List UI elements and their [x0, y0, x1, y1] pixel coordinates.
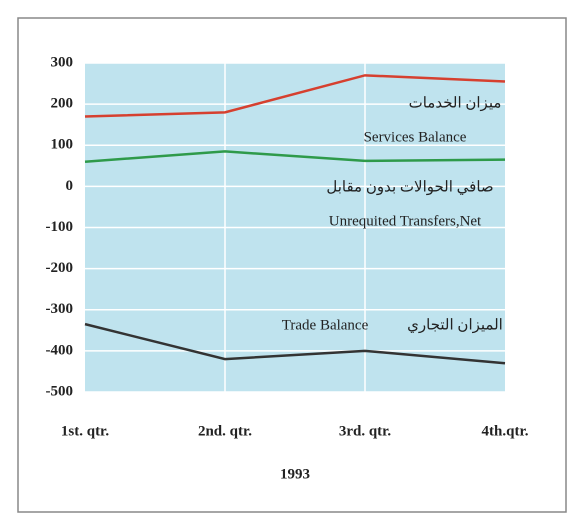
x-tick-label: 2nd. qtr. [198, 423, 252, 439]
line-series [84, 74, 506, 118]
y-tick-label: -400 [46, 342, 74, 358]
annotation: Trade Balance [282, 317, 369, 333]
y-tick-label: -300 [46, 301, 74, 317]
y-tick-label: 200 [51, 96, 74, 112]
annotation: ميزان الخدمات [409, 95, 502, 111]
line-series [84, 322, 506, 365]
annotation: الميزان التجاري [407, 317, 503, 333]
x-tick-label: 3rd. qtr. [339, 423, 392, 439]
y-tick-label: 300 [51, 54, 74, 70]
y-tick-label: -500 [46, 383, 74, 399]
line-series [84, 150, 506, 163]
x-tick-label: 1st. qtr. [61, 423, 109, 439]
annotation: Unrequited Transfers,Net [329, 213, 482, 229]
y-tick-label: -100 [46, 219, 74, 235]
x-tick-label: 4th.qtr. [482, 423, 529, 439]
y-tick-label: 100 [51, 137, 74, 153]
annotation: Services Balance [364, 129, 467, 145]
y-tick-label: 0 [66, 178, 74, 194]
annotation: صافي الحوالات بدون مقابل [326, 179, 493, 195]
y-tick-label: -200 [46, 260, 74, 276]
x-axis-label: 1993 [280, 466, 310, 482]
